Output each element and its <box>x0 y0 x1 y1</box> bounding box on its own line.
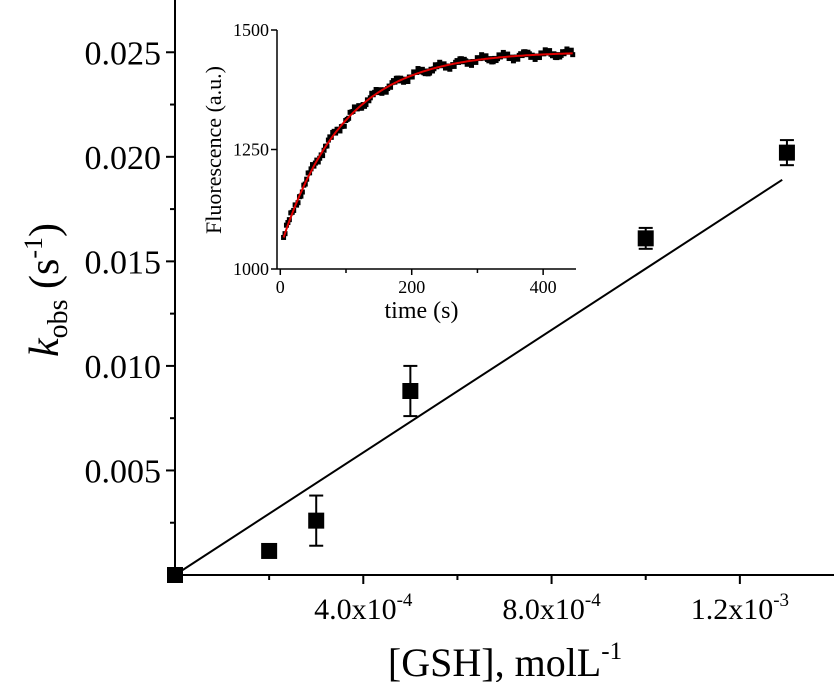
inset-data-point <box>341 123 347 129</box>
inset-data-point <box>437 59 443 65</box>
inset-data-point <box>325 137 331 143</box>
inset-data-point <box>570 52 576 58</box>
inset-data-point <box>451 63 457 69</box>
inset-data-point <box>427 70 433 76</box>
inset-data-point <box>308 166 314 172</box>
main-y-axis-title: kobs (s-1) <box>19 223 74 357</box>
inset-fit-curve <box>282 52 573 238</box>
data-point <box>778 144 795 161</box>
inset-data-point <box>500 49 506 55</box>
inset-data-point <box>405 79 411 85</box>
inset-data-point <box>547 48 553 54</box>
data-point <box>402 383 419 399</box>
inset-data-point <box>388 84 394 90</box>
inset-x-tick-label: 200 <box>398 277 425 297</box>
inset-axes: 1000 1250 1500 0 200 400 <box>233 20 576 297</box>
inset-data-point <box>315 159 321 165</box>
main-y-tick-label: 0.005 <box>85 453 162 490</box>
inset-data-point <box>295 200 301 206</box>
inset-data-point <box>372 89 378 95</box>
main-x-tick-label: 4.0x10-4 <box>314 590 413 626</box>
inset-data-point <box>409 74 415 80</box>
inset-data-point <box>363 102 369 108</box>
main-fit-line-segment <box>174 178 783 576</box>
inset-data-point <box>447 66 453 72</box>
inset-data-point <box>422 71 428 77</box>
inset-data-point <box>445 63 451 69</box>
inset-data-point <box>522 49 528 55</box>
data-point <box>637 230 654 247</box>
inset-y-tick-label: 1250 <box>233 140 269 160</box>
inset-fit-path <box>282 52 573 238</box>
inset-data-point <box>395 75 401 81</box>
inset-data-point <box>490 59 496 65</box>
inset-y-tick-label: 1500 <box>233 20 269 40</box>
inset-data-point <box>473 59 479 65</box>
inset-y-tick-label: 1000 <box>233 259 269 279</box>
inset-data-point <box>299 189 305 195</box>
inset-data-point <box>317 155 323 161</box>
inset-data-point <box>377 87 383 93</box>
inset-data-point <box>499 52 505 58</box>
inset-data-point <box>532 56 538 62</box>
main-y-tick-label: 0.015 <box>85 244 162 281</box>
data-point <box>167 567 183 583</box>
inset-data-point <box>505 51 511 57</box>
inset-data-point <box>359 105 365 111</box>
inset-data-point <box>283 222 289 228</box>
main-x-tick-label: 1.2x10-3 <box>691 590 789 626</box>
inset-data-point <box>383 89 389 95</box>
inset-data-point <box>554 55 560 61</box>
main-fit-line <box>174 178 783 576</box>
inset-data-point <box>414 69 420 75</box>
main-y-tick-label: 0.020 <box>85 140 162 177</box>
inset-data-point <box>373 87 379 93</box>
inset-axis-labels: time (s) Fluorescence (a.u.) <box>201 66 458 324</box>
main-y-tick-label: 0.010 <box>85 349 162 386</box>
inset-data-point <box>337 128 343 134</box>
main-axes: 0.005 0.010 0.015 0.020 0.025 4.0x10-4 8.0x10-… <box>85 0 834 626</box>
inset-data-point <box>469 62 475 68</box>
inset-data-point <box>515 56 521 62</box>
data-point <box>261 542 278 559</box>
inset-plot: 1000 1250 1500 0 200 400 time (s) Fluorescence… <box>201 20 576 324</box>
main-y-tick-label: 0.025 <box>85 35 162 72</box>
main-x-tick-label: 8.0x10-4 <box>502 590 601 626</box>
inset-data-point <box>558 52 564 58</box>
inset-data-point <box>526 51 532 57</box>
inset-x-tick-label: 400 <box>530 277 557 297</box>
inset-y-axis-title: Fluorescence (a.u.) <box>201 66 226 234</box>
inset-x-axis-title: time (s) <box>385 298 459 324</box>
inset-data-point <box>298 193 304 199</box>
inset-data-point <box>495 56 501 62</box>
inset-data-point <box>441 61 447 67</box>
inset-data-point <box>568 47 574 53</box>
main-plot: 0.005 0.010 0.015 0.020 0.025 4.0x10-4 8.0x10-… <box>19 0 834 682</box>
inset-data-point <box>401 79 407 85</box>
inset-data-point <box>483 53 489 59</box>
inset-data-point <box>356 103 362 109</box>
inset-data-point <box>564 46 570 52</box>
inset-data-point <box>366 98 372 104</box>
data-point <box>308 512 325 529</box>
inset-data-point <box>562 49 568 55</box>
inset-data-point <box>419 66 425 72</box>
main-data-points <box>167 139 795 583</box>
main-axis-labels: [GSH], molL-1 kobs (s-1) <box>19 223 622 682</box>
inset-data-point <box>536 55 542 61</box>
inset-x-tick-label: 0 <box>276 277 285 297</box>
inset-data-point <box>320 153 326 159</box>
inset-data-point <box>458 56 464 62</box>
main-x-axis-title: [GSH], molL-1 <box>388 638 622 682</box>
